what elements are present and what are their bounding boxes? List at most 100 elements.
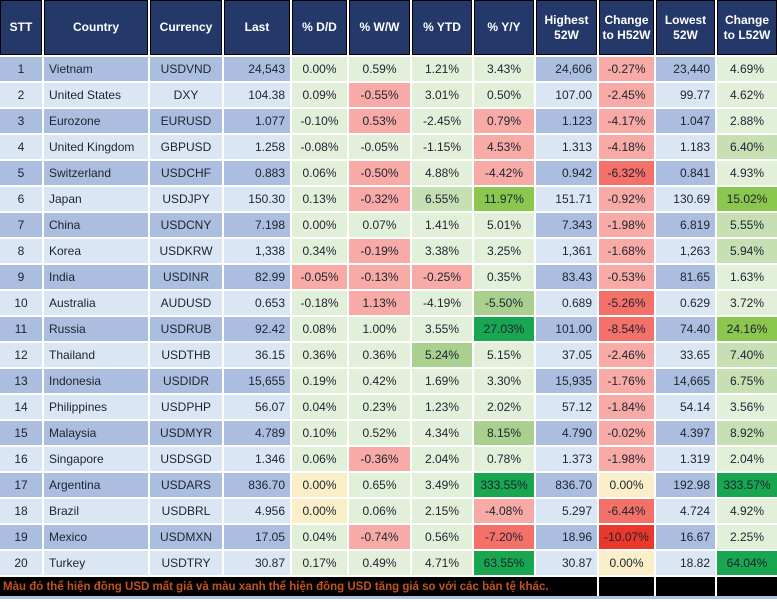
- cell-row16-change-to-l52w: 2.04%: [717, 447, 777, 471]
- cell-row9-stt: 9: [0, 265, 42, 289]
- cell-row2-pct-ww: -0.55%: [349, 83, 410, 107]
- cell-row5-lowest-52w: 0.841: [656, 161, 715, 185]
- cell-row9-currency: USDINR: [150, 265, 222, 289]
- cell-row15-pct-ww: 0.52%: [349, 421, 410, 445]
- cell-row19-change-to-l52w: 2.25%: [717, 525, 777, 549]
- cell-row10-lowest-52w: 0.629: [656, 291, 715, 315]
- cell-row10-pct-ww: 1.13%: [349, 291, 410, 315]
- cell-row8-change-to-h52w: -1.68%: [599, 239, 654, 263]
- cell-row6-country: Japan: [44, 187, 148, 211]
- cell-row16-currency: USDSGD: [150, 447, 222, 471]
- header-highest-52w: Highest 52W: [536, 0, 597, 55]
- cell-row2-currency: DXY: [150, 83, 222, 107]
- cell-row17-change-to-l52w: 333.57%: [717, 473, 777, 497]
- cell-row7-last: 7.198: [224, 213, 290, 237]
- cell-row14-stt: 14: [0, 395, 42, 419]
- footer-blank-1: [599, 577, 654, 596]
- cell-row16-pct-ytd: 2.04%: [412, 447, 472, 471]
- cell-row3-stt: 3: [0, 109, 42, 133]
- cell-row10-stt: 10: [0, 291, 42, 315]
- cell-row20-change-to-l52w: 64.04%: [717, 551, 777, 575]
- cell-row15-last: 4.789: [224, 421, 290, 445]
- cell-row18-country: Brazil: [44, 499, 148, 523]
- cell-row4-pct-yy: 4.53%: [474, 135, 534, 159]
- cell-row15-change-to-l52w: 8.92%: [717, 421, 777, 445]
- cell-row14-last: 56.07: [224, 395, 290, 419]
- cell-row13-pct-ww: 0.42%: [349, 369, 410, 393]
- header-last: Last: [224, 0, 290, 55]
- cell-row8-lowest-52w: 1,263: [656, 239, 715, 263]
- cell-row8-currency: USDKRW: [150, 239, 222, 263]
- cell-row4-country: United Kingdom: [44, 135, 148, 159]
- cell-row7-pct-dd: 0.00%: [292, 213, 347, 237]
- cell-row10-last: 0.653: [224, 291, 290, 315]
- cell-row11-change-to-h52w: -8.54%: [599, 317, 654, 341]
- cell-row10-currency: AUDUSD: [150, 291, 222, 315]
- cell-row17-country: Argentina: [44, 473, 148, 497]
- cell-row17-highest-52w: 836.70: [536, 473, 597, 497]
- cell-row12-stt: 12: [0, 343, 42, 367]
- cell-row2-pct-yy: 0.50%: [474, 83, 534, 107]
- cell-row19-change-to-h52w: -10.07%: [599, 525, 654, 549]
- cell-row10-pct-ytd: -4.19%: [412, 291, 472, 315]
- cell-row9-change-to-h52w: -0.53%: [599, 265, 654, 289]
- cell-row12-lowest-52w: 33.65: [656, 343, 715, 367]
- cell-row10-pct-yy: -5.50%: [474, 291, 534, 315]
- cell-row12-change-to-l52w: 7.40%: [717, 343, 777, 367]
- cell-row11-pct-dd: 0.08%: [292, 317, 347, 341]
- cell-row17-lowest-52w: 192.98: [656, 473, 715, 497]
- cell-row18-pct-dd: 0.00%: [292, 499, 347, 523]
- cell-row5-currency: USDCHF: [150, 161, 222, 185]
- cell-row5-country: Switzerland: [44, 161, 148, 185]
- cell-row7-change-to-l52w: 5.55%: [717, 213, 777, 237]
- cell-row2-highest-52w: 107.00: [536, 83, 597, 107]
- cell-row14-highest-52w: 57.12: [536, 395, 597, 419]
- cell-row11-last: 92.42: [224, 317, 290, 341]
- cell-row20-highest-52w: 30.87: [536, 551, 597, 575]
- cell-row7-country: China: [44, 213, 148, 237]
- cell-row11-pct-yy: 27.03%: [474, 317, 534, 341]
- cell-row14-pct-ytd: 1.23%: [412, 395, 472, 419]
- cell-row19-pct-ytd: 0.56%: [412, 525, 472, 549]
- cell-row16-lowest-52w: 1.319: [656, 447, 715, 471]
- cell-row16-stt: 16: [0, 447, 42, 471]
- footer-note: Màu đỏ thể hiện đồng USD mất giá và màu …: [0, 577, 597, 596]
- cell-row6-change-to-h52w: -0.92%: [599, 187, 654, 211]
- cell-row3-pct-dd: -0.10%: [292, 109, 347, 133]
- header-pct-ww: % W/W: [349, 0, 410, 55]
- header-change-to-h52w: Change to H52W: [599, 0, 654, 55]
- cell-row18-change-to-l52w: 4.92%: [717, 499, 777, 523]
- cell-row20-stt: 20: [0, 551, 42, 575]
- cell-row19-stt: 19: [0, 525, 42, 549]
- cell-row9-last: 82.99: [224, 265, 290, 289]
- cell-row15-country: Malaysia: [44, 421, 148, 445]
- cell-row4-change-to-l52w: 6.40%: [717, 135, 777, 159]
- cell-row20-country: Turkey: [44, 551, 148, 575]
- cell-row4-currency: GBPUSD: [150, 135, 222, 159]
- cell-row17-last: 836.70: [224, 473, 290, 497]
- cell-row20-pct-yy: 63.55%: [474, 551, 534, 575]
- cell-row6-last: 150.30: [224, 187, 290, 211]
- cell-row16-country: Singapore: [44, 447, 148, 471]
- cell-row7-highest-52w: 7.343: [536, 213, 597, 237]
- cell-row12-highest-52w: 37.05: [536, 343, 597, 367]
- cell-row17-pct-yy: 333.55%: [474, 473, 534, 497]
- cell-row9-lowest-52w: 81.65: [656, 265, 715, 289]
- cell-row15-change-to-h52w: -0.02%: [599, 421, 654, 445]
- cell-row7-pct-ww: 0.07%: [349, 213, 410, 237]
- header-lowest-52w: Lowest 52W: [656, 0, 715, 55]
- cell-row16-pct-dd: 0.06%: [292, 447, 347, 471]
- cell-row8-stt: 8: [0, 239, 42, 263]
- cell-row17-stt: 17: [0, 473, 42, 497]
- cell-row20-lowest-52w: 18.82: [656, 551, 715, 575]
- cell-row19-pct-dd: 0.04%: [292, 525, 347, 549]
- cell-row11-pct-ww: 1.00%: [349, 317, 410, 341]
- cell-row7-pct-ytd: 1.41%: [412, 213, 472, 237]
- cell-row3-country: Eurozone: [44, 109, 148, 133]
- cell-row16-change-to-h52w: -1.98%: [599, 447, 654, 471]
- cell-row19-pct-ww: -0.74%: [349, 525, 410, 549]
- cell-row19-country: Mexico: [44, 525, 148, 549]
- cell-row12-pct-ytd: 5.24%: [412, 343, 472, 367]
- cell-row12-pct-yy: 5.15%: [474, 343, 534, 367]
- cell-row18-pct-yy: -4.08%: [474, 499, 534, 523]
